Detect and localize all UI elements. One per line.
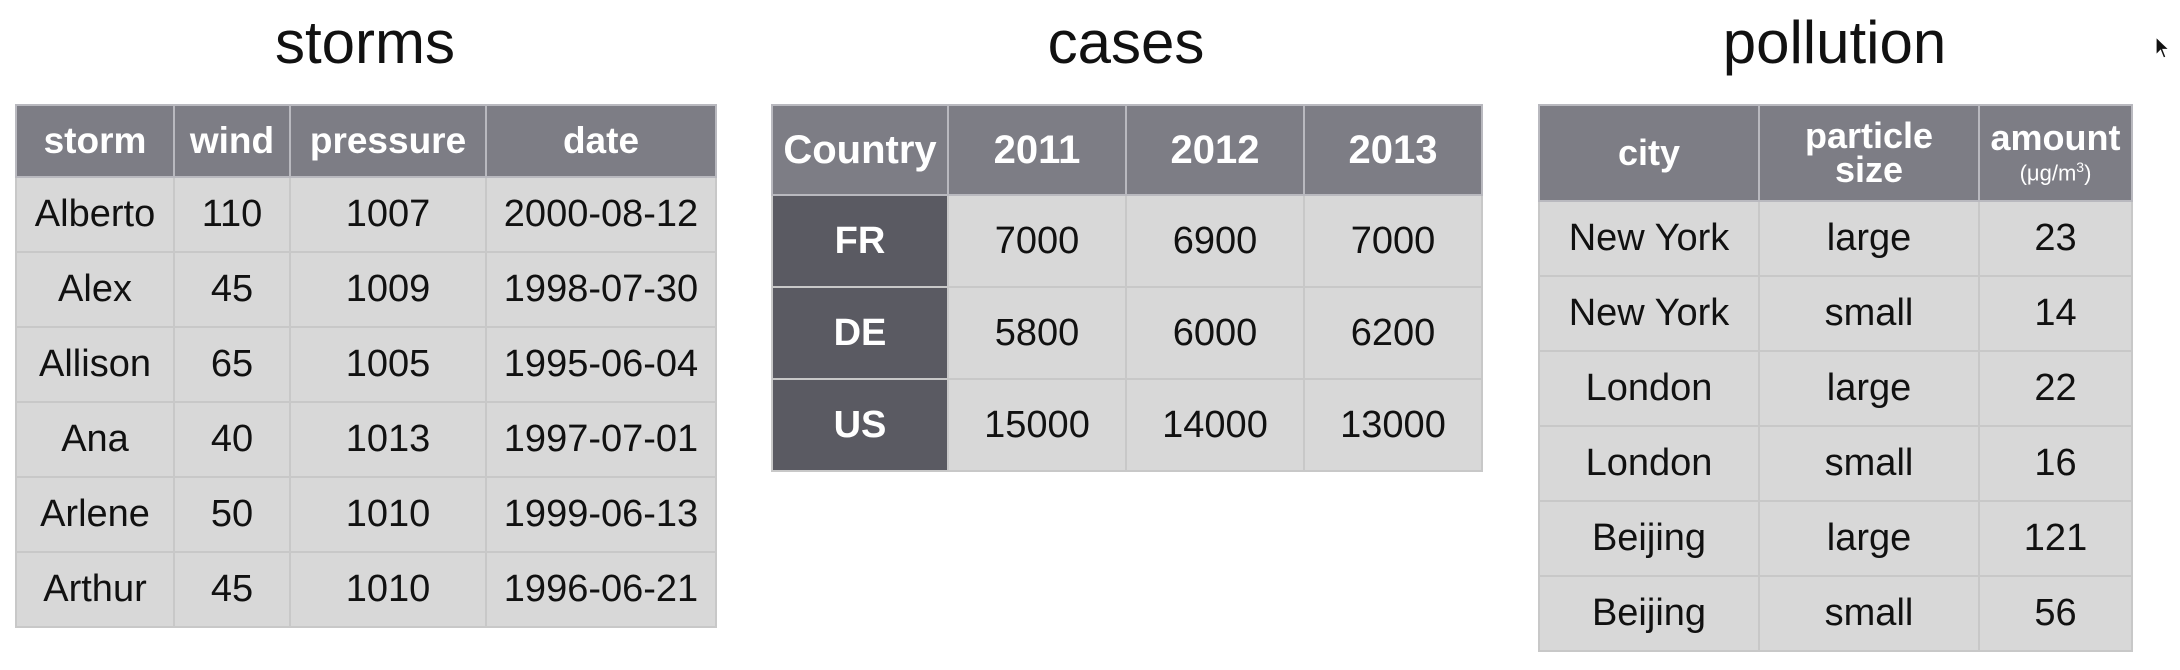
city-cell: New York: [1538, 275, 1760, 352]
city-cell: Beijing: [1538, 575, 1760, 652]
date-cell: 2000-08-12: [485, 176, 717, 253]
wind-cell: 45: [173, 251, 291, 328]
amount-cell: 16: [1978, 425, 2133, 502]
table-row: Allison 65 1005 1995-06-04: [15, 326, 717, 403]
particle-size-cell: large: [1758, 500, 1980, 577]
table-row: London large 22: [1538, 350, 2133, 427]
value-cell: 15000: [947, 378, 1127, 472]
date-cell: 1998-07-30: [485, 251, 717, 328]
storms-title: storms: [275, 9, 455, 76]
particle-size-cell: small: [1758, 425, 1980, 502]
country-cell: US: [771, 378, 949, 472]
amount-cell: 22: [1978, 350, 2133, 427]
particle-size-cell: large: [1758, 350, 1980, 427]
value-cell: 7000: [1303, 194, 1483, 288]
country-cell: DE: [771, 286, 949, 380]
table-row: DE 5800 6000 6200: [771, 286, 1483, 380]
table-row: Ana 40 1013 1997-07-01: [15, 401, 717, 478]
cases-title: cases: [1047, 9, 1205, 76]
city-cell: Beijing: [1538, 500, 1760, 577]
table-row: Arlene 50 1010 1999-06-13: [15, 476, 717, 553]
storms-header-row: storm wind pressure date: [15, 104, 717, 178]
table-row: FR 7000 6900 7000: [771, 194, 1483, 288]
pressure-cell: 1010: [289, 551, 487, 628]
table-row: US 15000 14000 13000: [771, 378, 1483, 472]
city-cell: London: [1538, 425, 1760, 502]
date-cell: 1999-06-13: [485, 476, 717, 553]
wind-cell: 110: [173, 176, 291, 253]
storm-name-cell: Arlene: [15, 476, 175, 553]
pollution-col-city: city: [1538, 104, 1760, 202]
cases-header-row: Country 2011 2012 2013: [771, 104, 1483, 196]
value-cell: 6900: [1125, 194, 1305, 288]
wind-cell: 45: [173, 551, 291, 628]
table-row: New York large 23: [1538, 200, 2133, 277]
storms-col-wind: wind: [173, 104, 291, 178]
wind-cell: 65: [173, 326, 291, 403]
amount-unit-close: ): [2084, 160, 2092, 186]
amount-unit-text: (μg/m: [2019, 160, 2077, 186]
cases-col-2013: 2013: [1303, 104, 1483, 196]
cases-table: Country 2011 2012 2013 FR 7000 6900 7000…: [771, 104, 1483, 472]
cases-col-2012: 2012: [1125, 104, 1305, 196]
date-cell: 1996-06-21: [485, 551, 717, 628]
city-cell: New York: [1538, 200, 1760, 277]
pressure-cell: 1013: [289, 401, 487, 478]
storm-name-cell: Allison: [15, 326, 175, 403]
pollution-table: city particle size amount (μg/m3) New Yo…: [1538, 104, 2133, 652]
cases-col-country: Country: [771, 104, 949, 196]
table-row: New York small 14: [1538, 275, 2133, 352]
value-cell: 14000: [1125, 378, 1305, 472]
particle-size-cell: large: [1758, 200, 1980, 277]
storm-name-cell: Arthur: [15, 551, 175, 628]
storms-col-date: date: [485, 104, 717, 178]
amount-cell: 56: [1978, 575, 2133, 652]
pollution-title: pollution: [1722, 9, 1947, 76]
particle-size-cell: small: [1758, 275, 1980, 352]
wind-cell: 50: [173, 476, 291, 553]
storm-name-cell: Ana: [15, 401, 175, 478]
pressure-cell: 1007: [289, 176, 487, 253]
value-cell: 6000: [1125, 286, 1305, 380]
amount-unit-superscript: 3: [2076, 158, 2085, 175]
amount-cell: 14: [1978, 275, 2133, 352]
pollution-col-particle-size: particle size: [1758, 104, 1980, 202]
table-row: Beijing small 56: [1538, 575, 2133, 652]
value-cell: 13000: [1303, 378, 1483, 472]
table-row: Alex 45 1009 1998-07-30: [15, 251, 717, 328]
amount-cell: 121: [1978, 500, 2133, 577]
wind-cell: 40: [173, 401, 291, 478]
pressure-cell: 1009: [289, 251, 487, 328]
storms-col-storm: storm: [15, 104, 175, 178]
table-row: Alberto 110 1007 2000-08-12: [15, 176, 717, 253]
amount-unit: (μg/m3): [1980, 155, 2131, 185]
storm-name-cell: Alex: [15, 251, 175, 328]
value-cell: 7000: [947, 194, 1127, 288]
value-cell: 5800: [947, 286, 1127, 380]
amount-label: amount: [1990, 116, 2121, 158]
cases-col-2011: 2011: [947, 104, 1127, 196]
particle-size-label: particle size: [1804, 115, 1934, 190]
storms-col-pressure: pressure: [289, 104, 487, 178]
table-row: London small 16: [1538, 425, 2133, 502]
table-row: Arthur 45 1010 1996-06-21: [15, 551, 717, 628]
pollution-header-row: city particle size amount (μg/m3): [1538, 104, 2133, 202]
value-cell: 6200: [1303, 286, 1483, 380]
storms-table: storm wind pressure date Alberto 110 100…: [15, 104, 717, 628]
particle-size-cell: small: [1758, 575, 1980, 652]
pollution-col-amount: amount (μg/m3): [1978, 104, 2133, 202]
city-cell: London: [1538, 350, 1760, 427]
pressure-cell: 1010: [289, 476, 487, 553]
table-row: Beijing large 121: [1538, 500, 2133, 577]
date-cell: 1995-06-04: [485, 326, 717, 403]
amount-cell: 23: [1978, 200, 2133, 277]
country-cell: FR: [771, 194, 949, 288]
storm-name-cell: Alberto: [15, 176, 175, 253]
mouse-pointer-icon: [2155, 36, 2171, 59]
pressure-cell: 1005: [289, 326, 487, 403]
date-cell: 1997-07-01: [485, 401, 717, 478]
